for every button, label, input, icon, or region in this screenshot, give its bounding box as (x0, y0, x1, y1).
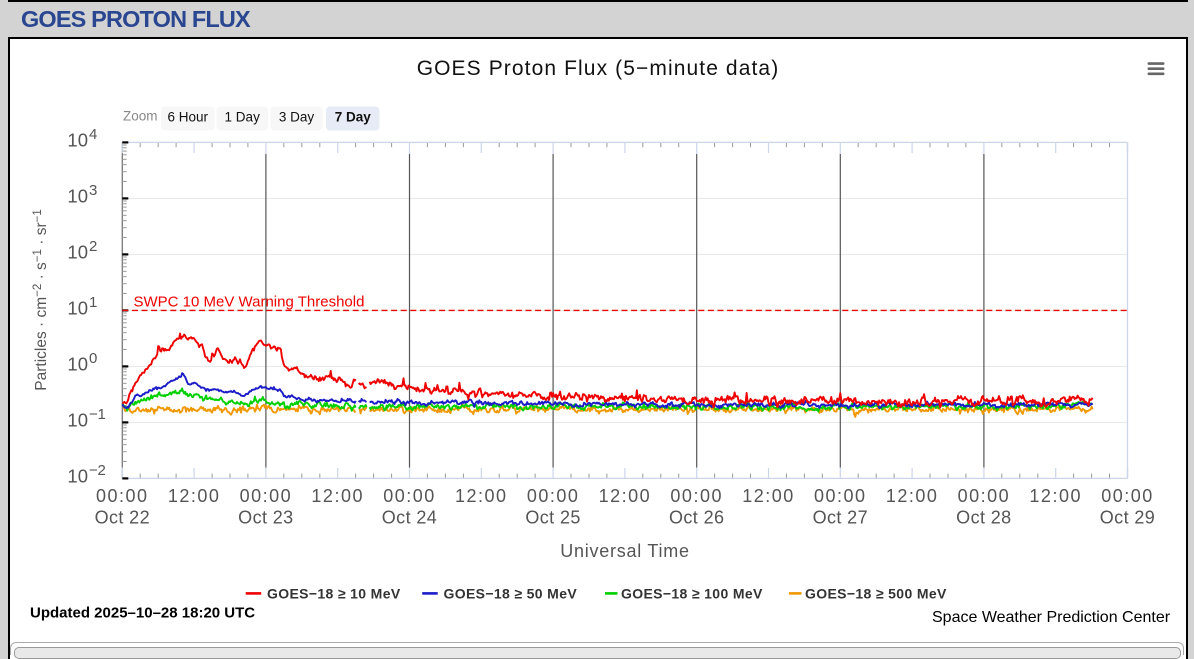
svg-text:Oct 23: Oct 23 (238, 508, 293, 528)
svg-text:Oct 25: Oct 25 (525, 508, 580, 528)
svg-text:1: 1 (89, 294, 97, 311)
svg-text:3 Day: 3 Day (279, 110, 315, 125)
svg-text:GOES Proton Flux (5−minute dat: GOES Proton Flux (5−minute data) (417, 57, 780, 80)
svg-text:SWPC 10 MeV Warning Threshold: SWPC 10 MeV Warning Threshold (134, 294, 365, 311)
svg-text:00:00: 00:00 (958, 486, 1011, 506)
svg-text:−1: −1 (89, 406, 106, 423)
svg-text:0: 0 (89, 350, 97, 367)
svg-text:Zoom: Zoom (123, 109, 158, 124)
svg-text:12:00: 12:00 (168, 486, 221, 506)
svg-text:12:00: 12:00 (311, 486, 364, 506)
svg-text:00:00: 00:00 (527, 486, 580, 506)
svg-text:GOES−18 ≥ 100 MeV: GOES−18 ≥ 100 MeV (621, 586, 763, 602)
svg-text:10: 10 (67, 465, 88, 486)
svg-text:12:00: 12:00 (1029, 486, 1082, 506)
svg-text:4: 4 (89, 126, 97, 143)
svg-text:Universal Time: Universal Time (560, 541, 690, 561)
svg-text:Oct 29: Oct 29 (1100, 508, 1155, 528)
svg-text:00:00: 00:00 (814, 486, 867, 506)
svg-text:2: 2 (89, 238, 97, 255)
svg-text:7 Day: 7 Day (335, 110, 372, 125)
svg-text:1 Day: 1 Day (225, 110, 261, 125)
svg-text:10: 10 (67, 297, 88, 318)
svg-text:Particles · cm−2 · s−1 · sr−1: Particles · cm−2 · s−1 · sr−1 (32, 209, 50, 390)
svg-text:Oct 22: Oct 22 (95, 508, 150, 528)
svg-text:Oct 27: Oct 27 (813, 508, 868, 528)
svg-text:12:00: 12:00 (742, 486, 795, 506)
svg-text:Updated 2025–10–28 18:20 UTC: Updated 2025–10–28 18:20 UTC (30, 605, 255, 622)
svg-text:10: 10 (67, 241, 88, 262)
svg-text:GOES−18 ≥ 50 MeV: GOES−18 ≥ 50 MeV (444, 586, 578, 602)
svg-text:Oct 26: Oct 26 (669, 508, 724, 528)
svg-text:−2: −2 (89, 462, 106, 479)
svg-text:12:00: 12:00 (886, 486, 939, 506)
svg-text:10: 10 (67, 409, 88, 430)
svg-text:GOES−18 ≥ 10 MeV: GOES−18 ≥ 10 MeV (267, 586, 401, 602)
svg-text:10: 10 (67, 129, 88, 150)
svg-text:00:00: 00:00 (1101, 486, 1154, 506)
svg-text:00:00: 00:00 (96, 486, 149, 506)
svg-text:12:00: 12:00 (455, 486, 508, 506)
svg-text:10: 10 (67, 353, 88, 374)
svg-text:GOES−18 ≥ 500 MeV: GOES−18 ≥ 500 MeV (805, 586, 947, 602)
svg-text:12:00: 12:00 (599, 486, 652, 506)
svg-text:00:00: 00:00 (240, 486, 293, 506)
svg-text:Oct 28: Oct 28 (956, 508, 1011, 528)
svg-text:00:00: 00:00 (670, 486, 723, 506)
svg-text:6 Hour: 6 Hour (168, 110, 209, 125)
svg-text:Space Weather Prediction Cente: Space Weather Prediction Center (932, 609, 1171, 626)
svg-text:Oct 24: Oct 24 (382, 508, 437, 528)
svg-text:3: 3 (89, 182, 97, 199)
svg-text:00:00: 00:00 (383, 486, 436, 506)
svg-text:10: 10 (67, 185, 88, 206)
